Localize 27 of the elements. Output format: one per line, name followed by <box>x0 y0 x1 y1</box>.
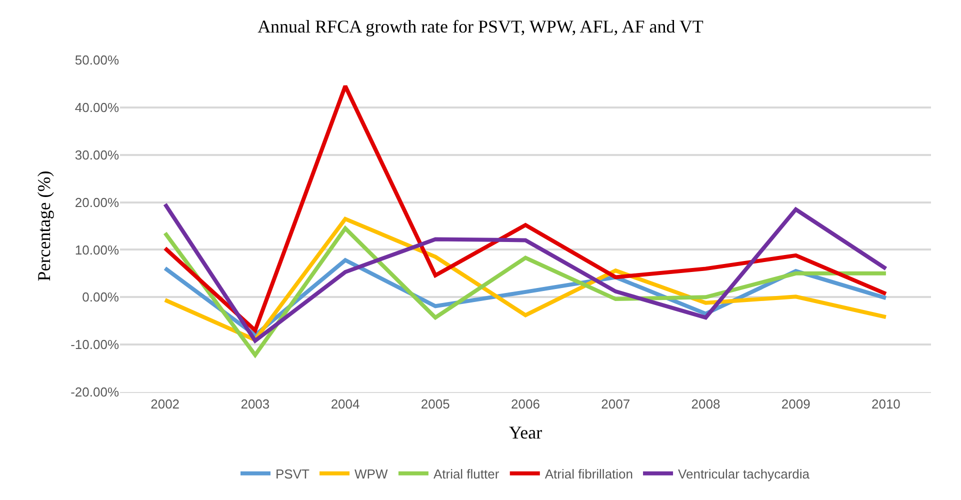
y-axis-title: Percentage (%) <box>34 170 54 282</box>
y-tick-label: 40.00% <box>74 100 120 115</box>
x-axis-title: Year <box>508 422 542 443</box>
legend-label: PSVT <box>276 466 310 482</box>
legend-label: WPW <box>354 466 388 482</box>
x-tick-label: 2009 <box>781 396 810 412</box>
line-series <box>163 84 888 332</box>
x-tick-label: 2010 <box>871 396 900 412</box>
x-tick-label: 2008 <box>691 396 720 412</box>
y-tick-label: 50.00% <box>74 52 120 68</box>
x-tick-label: 2005 <box>420 396 450 412</box>
y-tick-label: 10.00% <box>74 242 120 258</box>
legend-label: Atrial fibrillation <box>544 466 634 482</box>
y-tick-label: -20.00% <box>70 384 120 400</box>
chart-title: Annual RFCA growth rate for PSVT, WPW, AFL, AF and VT <box>258 16 704 37</box>
x-tick-label: 2004 <box>330 396 360 412</box>
y-tick-label: 20.00% <box>74 194 120 210</box>
legend-label: Ventricular tachycardia <box>678 466 810 482</box>
x-tick-label: 2003 <box>240 396 270 412</box>
x-tick-label: 2007 <box>601 396 630 412</box>
y-tick-label: -10.00% <box>70 337 120 352</box>
x-tick-label: 2002 <box>150 396 180 412</box>
line-series <box>163 226 888 358</box>
legend-label: Atrial flutter <box>433 466 500 482</box>
y-tick-label: 0.00% <box>82 290 120 305</box>
y-tick-label: 30.00% <box>74 147 120 162</box>
x-tick-label: 2006 <box>511 396 540 412</box>
